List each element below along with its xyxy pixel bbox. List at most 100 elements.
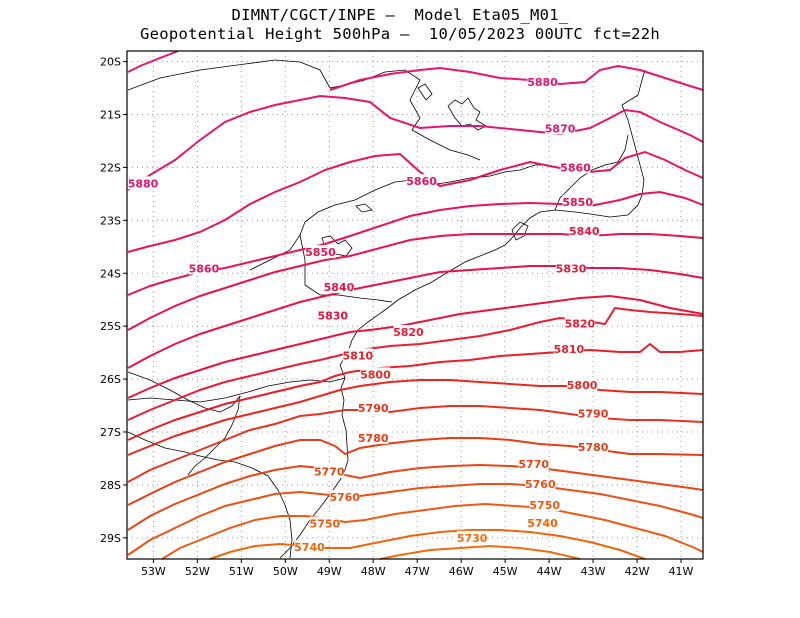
lon-tick-label: 42W [625, 565, 650, 578]
border-paraguay [127, 371, 241, 413]
contour-label: 5870 [545, 122, 576, 135]
contour-label: 5840 [569, 225, 600, 238]
contour-label: 5860 [406, 175, 437, 188]
contour-label-bg [358, 401, 389, 415]
contour-label-bg [569, 223, 600, 237]
lon-tick-label: 48W [361, 565, 386, 578]
state-border-6 [554, 134, 629, 211]
contour-label-bg [294, 539, 325, 553]
contour-label: 5740 [294, 541, 325, 554]
lat-tick-label: 25S [100, 320, 121, 333]
contour-label: 5790 [358, 402, 389, 415]
lat-tick-label: 22S [100, 161, 121, 174]
contour-label-bg [527, 516, 558, 530]
contour-line-16 [209, 529, 646, 560]
lon-tick-label: 41W [669, 565, 694, 578]
lon-tick-label: 51W [229, 565, 254, 578]
lat-tick-label: 21S [100, 109, 121, 122]
contour-label: 5760 [525, 478, 556, 491]
contour-line-1 [329, 64, 704, 91]
contour-label-bg [309, 516, 340, 530]
contour-labels: 5880 5880 5870 5860 5860 5860 5850 5850 5840 5840… [128, 74, 609, 554]
contour-label: 5840 [324, 281, 355, 294]
contour-label: 5780 [358, 432, 389, 445]
map-frame [126, 50, 704, 560]
lon-tick-label: 53W [141, 565, 166, 578]
lat-tick-label: 28S [100, 479, 121, 492]
height-contours [127, 50, 704, 560]
contour-line-9 [127, 342, 704, 441]
contour-line-5 [127, 233, 704, 331]
contour-label-bg [578, 439, 609, 453]
bay-5 [417, 83, 433, 101]
state-border-5 [127, 431, 293, 559]
contour-label-bg [188, 261, 219, 275]
lat-tick-label: 27S [100, 426, 121, 439]
contour-label: 5880 [527, 76, 558, 89]
bay-3 [511, 221, 529, 241]
state-border-4 [127, 377, 346, 403]
contour-label-bg [360, 367, 391, 381]
contour-label-bg [553, 341, 584, 355]
contour-label: 5790 [578, 408, 609, 421]
lon-tick-label: 49W [317, 565, 342, 578]
contour-label-bg [556, 261, 587, 275]
contour-line-4 [127, 190, 704, 296]
contour-label-bg [564, 316, 595, 330]
axis-ticks: 53W 52W 51W 50W 49W 48W 47W 46W 45W 44W 43W 42W 41W 2… [100, 56, 694, 578]
lon-tick-label: 46W [449, 565, 474, 578]
contour-label: 5800 [360, 368, 391, 381]
lat-tick-label: 20S [100, 56, 121, 69]
contour-line-0 [127, 50, 179, 73]
contour-label-bg [317, 308, 348, 322]
contour-line-8 [127, 306, 704, 421]
contour-label: 5750 [529, 499, 560, 512]
contour-label: 5830 [317, 310, 348, 323]
contour-label-bg [393, 325, 424, 339]
contour-line-13 [127, 463, 704, 531]
contour-line-2 [127, 94, 704, 191]
chart-title-line1: DIMNT/CGCT/INPE – Model Eta05_M01_ [231, 6, 569, 24]
contour-line-3 [127, 150, 704, 253]
lat-tick-label: 26S [100, 373, 121, 386]
contour-label-bg [529, 498, 560, 512]
contour-label: 5810 [343, 349, 374, 362]
contour-line-14 [127, 483, 704, 556]
lon-tick-label: 44W [537, 565, 562, 578]
chart-title-line2: Geopotential Height 500hPa – 10/05/2023 … [139, 25, 661, 43]
contour-label: 5830 [556, 263, 587, 276]
contour-line-7 [127, 294, 704, 399]
contour-label: 5800 [567, 379, 598, 392]
contour-label-bg [358, 430, 389, 444]
contour-label: 5850 [562, 196, 593, 209]
contour-label-bg [457, 530, 488, 544]
contour-label: 5860 [189, 263, 220, 276]
contour-line-17 [379, 544, 581, 560]
contour-label: 5740 [527, 517, 558, 530]
contour-label-bg [545, 121, 576, 135]
contour-label: 5770 [518, 458, 549, 471]
contour-label-bg [578, 406, 609, 420]
contour-label-bg [518, 456, 549, 470]
lon-tick-label: 50W [273, 565, 298, 578]
state-border-1 [127, 59, 481, 161]
contour-label-bg [128, 176, 158, 190]
contour-line-12 [127, 437, 704, 506]
lon-tick-label: 47W [405, 565, 430, 578]
lon-tick-label: 45W [493, 565, 518, 578]
contour-label-bg [562, 194, 593, 208]
contour-label-bg [567, 377, 598, 391]
contour-label: 5850 [305, 246, 336, 259]
contour-label-bg [527, 74, 558, 88]
contour-label: 5770 [314, 466, 345, 479]
contour-label: 5820 [565, 318, 596, 331]
contour-line-11 [127, 405, 704, 483]
contour-label: 5780 [578, 441, 609, 454]
contour-label-bg [329, 490, 360, 504]
contour-label: 5820 [393, 326, 424, 339]
contour-label: 5860 [560, 161, 591, 174]
state-border-2 [249, 164, 548, 271]
contour-label-bg [560, 160, 591, 174]
lat-tick-label: 29S [100, 532, 121, 545]
